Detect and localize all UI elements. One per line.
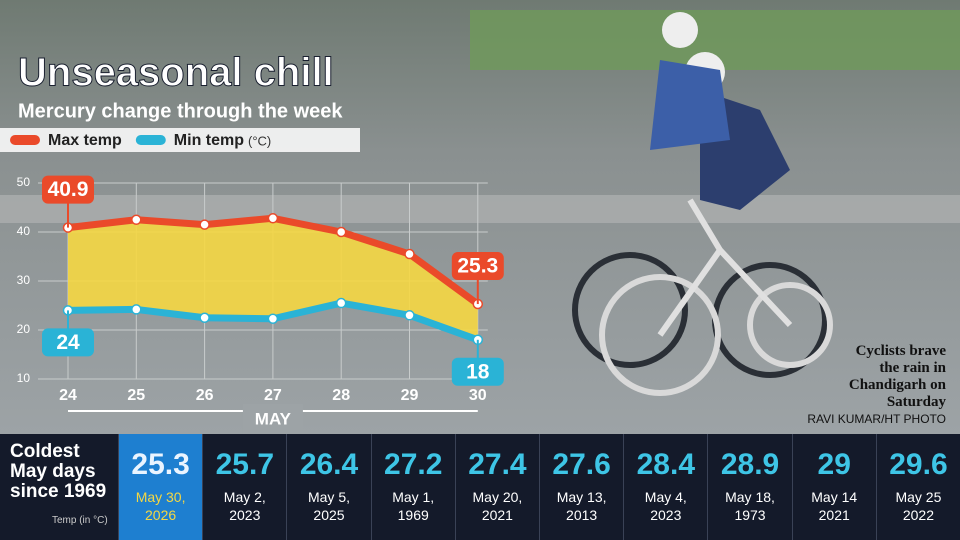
- cell-value: 28.9: [720, 448, 780, 481]
- point: [267, 213, 279, 224]
- x-tick-label: 26: [196, 387, 214, 404]
- point: [267, 313, 279, 324]
- legend-label: Max temp: [48, 132, 122, 149]
- cell-value: 27.2: [384, 448, 443, 481]
- y-tick-label: 50: [17, 175, 31, 189]
- table-cell: 27.6 May 13, 2013: [539, 434, 623, 540]
- cell-date: May 20, 2021: [472, 489, 523, 523]
- table-cell: 27.2 May 1, 1969: [370, 434, 455, 540]
- point: [131, 304, 142, 315]
- table-cell: 26.4 May 5, 2025: [286, 434, 370, 540]
- cell-date: May 25 2022: [895, 489, 942, 523]
- point: [404, 248, 415, 260]
- table-cell: 25.3 May 30, 2026: [118, 434, 203, 540]
- x-tick-label: 28: [332, 387, 350, 404]
- range-area: [68, 218, 478, 340]
- point: [335, 297, 347, 309]
- value-label: 18: [466, 360, 490, 383]
- value-label: 40.9: [48, 178, 89, 201]
- legend-unit: (°C): [248, 133, 271, 148]
- value-label-group: 40.9: [42, 175, 94, 228]
- value-label-box: [42, 175, 94, 204]
- table-cell: 25.7 May 2, 2023: [202, 434, 286, 540]
- legend-label: Min temp: [174, 132, 244, 149]
- value-label-group: 18: [451, 339, 504, 386]
- table-cell: 29.6 May 25 2022: [875, 434, 960, 540]
- value-label: 24: [56, 331, 80, 354]
- x-tick-label: 25: [127, 387, 145, 404]
- point: [199, 312, 210, 323]
- cell-value: 27.6: [552, 448, 611, 481]
- cell-value: 29.6: [889, 448, 948, 481]
- table-cell: 28.9 May 18, 1973: [707, 434, 791, 540]
- table-header: Coldest May days since 1969 Temp (in °C): [0, 434, 118, 540]
- x-tick-label: 30: [469, 387, 487, 404]
- y-tick-label: 10: [17, 371, 31, 385]
- point: [404, 310, 415, 321]
- chart: Cyclists brave the rain in Chandigarh on Sa…: [0, 0, 960, 434]
- cell-date: May 1, 1969: [392, 489, 435, 523]
- y-tick-label: 40: [17, 224, 31, 238]
- table-cell: 28.4 May 4, 2023: [623, 434, 707, 540]
- cyclists: [572, 12, 833, 396]
- cell-value: 26.4: [299, 448, 359, 481]
- value-label-box: [42, 328, 94, 357]
- value-label-group: 25.3: [451, 252, 504, 305]
- x-label-bg: [242, 404, 303, 434]
- point: [131, 214, 142, 225]
- cell-value: 25.7: [215, 448, 274, 481]
- value-label: 25.3: [457, 255, 498, 278]
- legend-background: [0, 128, 360, 152]
- chart-title: Unseasonal chill: [18, 51, 334, 95]
- point: [199, 219, 210, 230]
- cell-date: May 4, 2023: [644, 489, 687, 523]
- point: [335, 226, 347, 238]
- credit: RAVI KUMAR/HT PHOTO: [807, 412, 946, 426]
- cell-date: May 30, 2026: [135, 489, 186, 523]
- y-tick-label: 20: [17, 322, 31, 336]
- cell-date: May 13, 2013: [556, 489, 607, 523]
- value-label-box: [451, 252, 504, 281]
- x-axis-label: MAY: [255, 409, 292, 428]
- x-tick-label: 29: [401, 387, 419, 404]
- table-title: Coldest May days since 1969: [10, 441, 107, 502]
- legend-swatch: [135, 135, 166, 145]
- caption: Cyclists brave the rain in Chandigarh on Sa…: [849, 343, 947, 410]
- cell-date: May 14 2021: [811, 489, 858, 523]
- cell-date: May 2, 2023: [223, 489, 266, 523]
- x-tick-label: 27: [264, 387, 282, 404]
- cell-value: 29: [817, 448, 851, 481]
- value-label-box: [451, 357, 504, 386]
- x-tick-label: 24: [59, 387, 77, 404]
- table-cell: 27.4 May 20, 2021: [454, 434, 539, 540]
- cell-value: 28.4: [636, 448, 696, 481]
- cell-date: May 18, 1973: [725, 489, 775, 523]
- chart-subtitle: Mercury change through the week: [18, 100, 343, 122]
- table-cell: 29 May 14 2021: [791, 434, 876, 540]
- y-tick-label: 30: [17, 273, 31, 287]
- coldest-days-table: Coldest May days since 1969 Temp (in °C)…: [0, 434, 960, 540]
- legend-swatch: [10, 135, 40, 145]
- cell-date: May 5, 2025: [307, 489, 350, 523]
- cell-value: 25.3: [131, 448, 190, 481]
- value-label-group: 24: [42, 310, 94, 357]
- table-note: Temp (in °C): [52, 515, 108, 526]
- cell-value: 27.4: [468, 448, 527, 481]
